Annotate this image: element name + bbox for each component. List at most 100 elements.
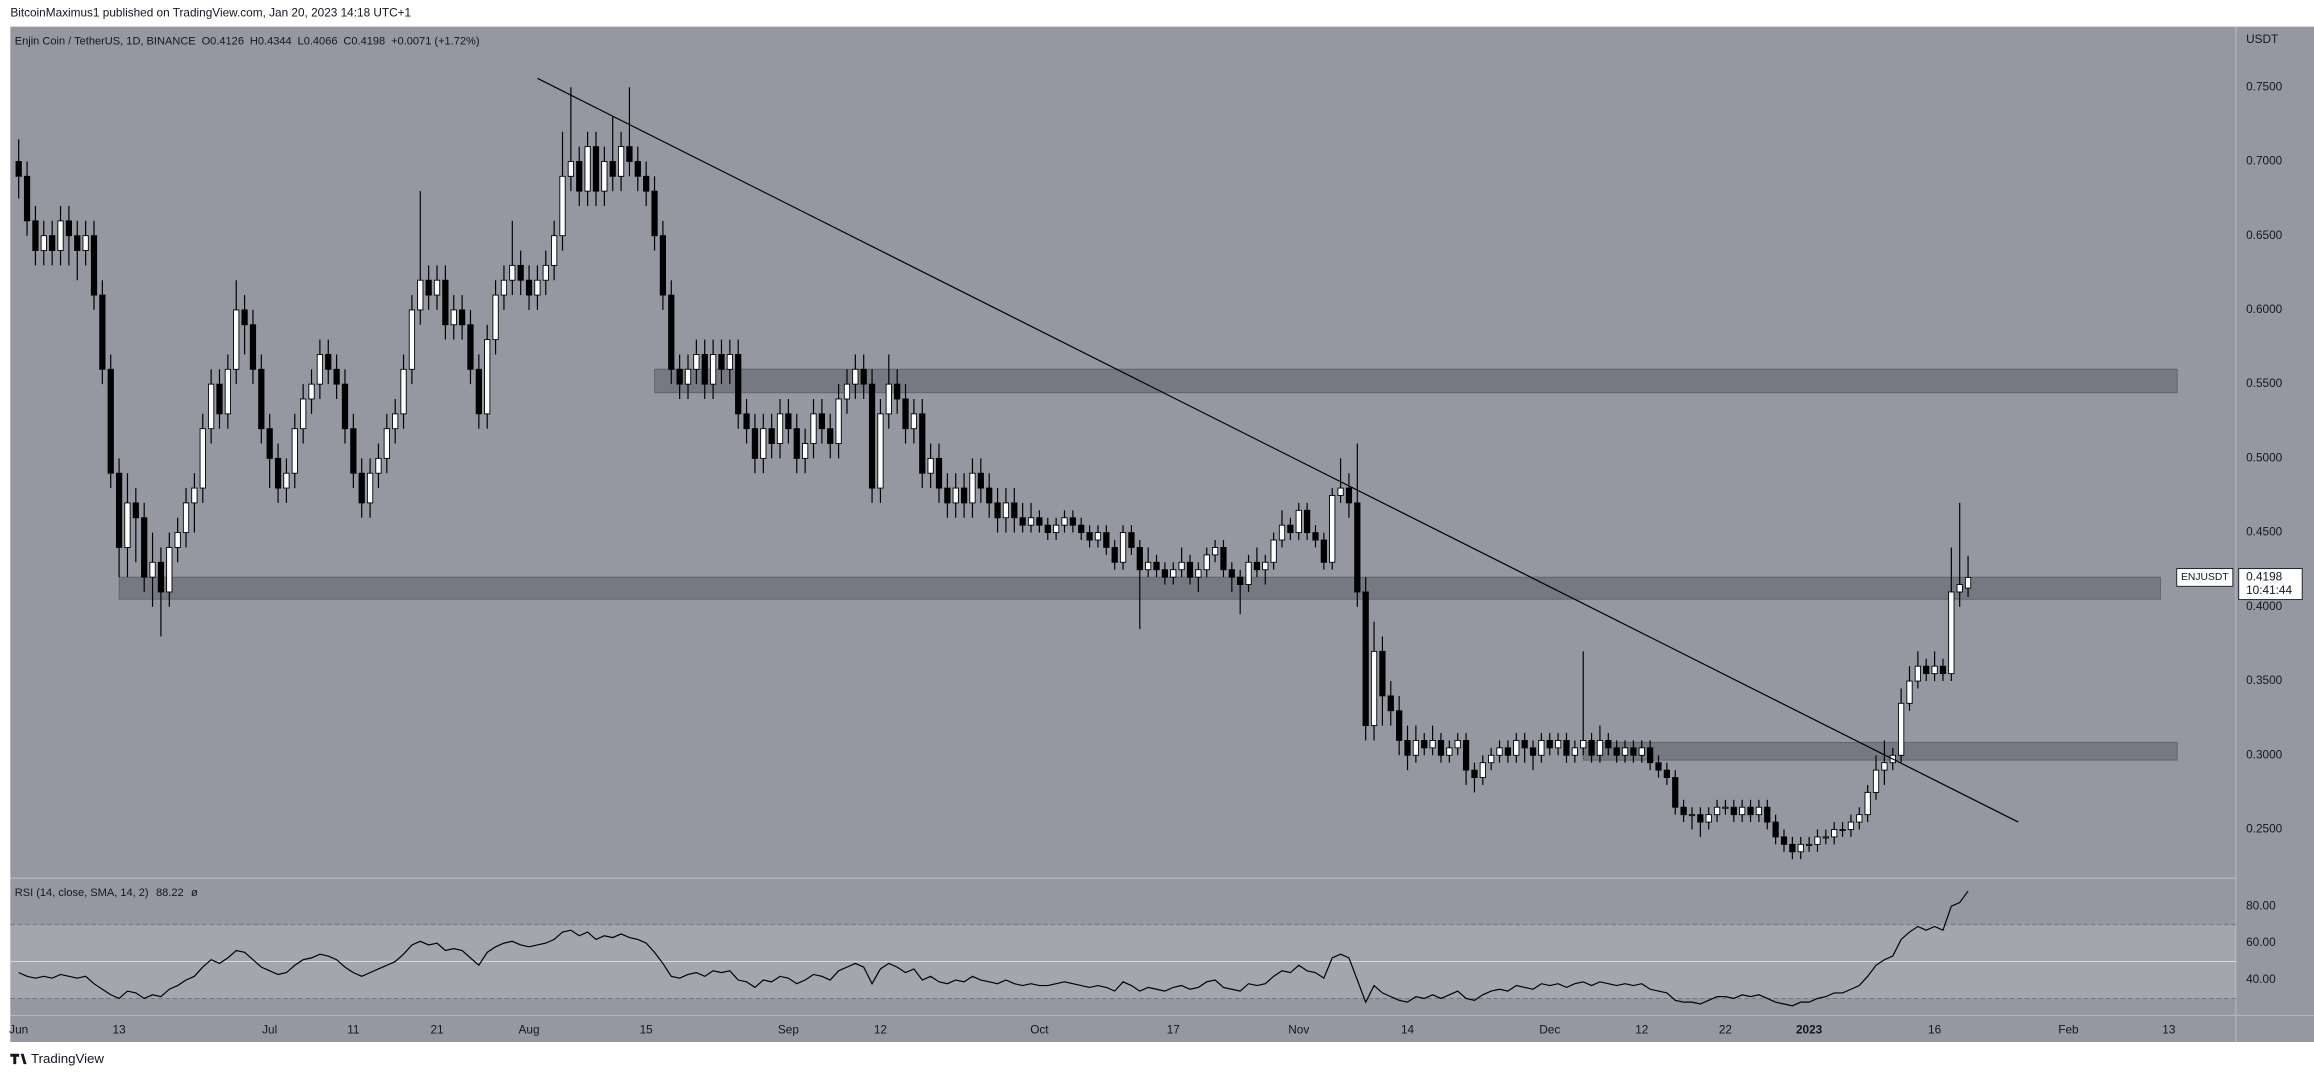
x-tick-label: Aug — [519, 1022, 540, 1036]
candle-body — [852, 368, 859, 385]
candle-body — [1705, 814, 1712, 823]
candle-body — [517, 264, 524, 281]
rsi-header: RSI (14, close, SMA, 14, 2) 88.22 ø — [15, 887, 198, 899]
chart-background — [10, 26, 2314, 1042]
ohlc-value: 0.4126 — [210, 35, 244, 47]
candle-body — [1647, 747, 1654, 764]
ohlc-value: 0.4198 — [351, 35, 385, 47]
candle-body — [1831, 829, 1838, 838]
candle-body — [333, 368, 340, 385]
candle-body — [1128, 532, 1135, 548]
candle-body — [776, 413, 784, 444]
candle-body — [392, 413, 399, 430]
candle-body — [1613, 747, 1620, 756]
candle-body — [944, 487, 951, 504]
candle-body — [1379, 650, 1386, 697]
y-tick-label: 0.3000 — [2246, 747, 2283, 761]
y-tick-label: 0.4000 — [2246, 599, 2283, 613]
candle-body — [617, 146, 625, 177]
candle-body — [1596, 739, 1604, 756]
candle-body — [1053, 524, 1060, 534]
candle-body — [1914, 665, 1921, 682]
candle-body — [693, 354, 700, 370]
candle-body — [668, 294, 675, 370]
candle-body — [258, 368, 265, 430]
candle-body — [1956, 584, 1963, 593]
candle-body — [785, 413, 792, 430]
candle-body — [1964, 576, 1972, 589]
candle-body — [57, 220, 64, 251]
candle-body — [1203, 554, 1210, 571]
candle-body — [1103, 532, 1110, 548]
candle-body — [442, 279, 449, 326]
candle-body — [1571, 747, 1578, 756]
x-tick-label: 13 — [113, 1022, 127, 1036]
candle-body — [1253, 561, 1261, 571]
candle-body — [1764, 806, 1771, 823]
y-tick-label: 0.3500 — [2246, 673, 2283, 687]
candle-body — [1521, 739, 1528, 749]
candle-body — [1287, 524, 1294, 534]
candle-body — [843, 383, 851, 400]
candle-body — [1713, 806, 1721, 816]
candle-body — [1454, 739, 1461, 749]
rsi-suffix: ø — [191, 887, 198, 899]
candle-body — [818, 413, 825, 430]
series-tag: ENJUSDT — [2181, 572, 2229, 583]
candle-body — [877, 413, 884, 489]
candle-body — [1496, 747, 1503, 756]
y-tick-label: 80.00 — [2246, 898, 2276, 912]
y-tick-label: 0.6000 — [2246, 302, 2283, 316]
candle-body — [1270, 539, 1277, 563]
x-tick-label: 15 — [640, 1022, 654, 1036]
candle-body — [1479, 762, 1486, 778]
candle-body — [249, 324, 257, 370]
candle-body — [1655, 762, 1662, 771]
x-tick-label: 16 — [1928, 1022, 1942, 1036]
candle-body — [534, 279, 541, 296]
candle-body — [1529, 747, 1537, 756]
candle-body — [182, 502, 190, 534]
candle-body — [174, 532, 181, 548]
candle-body — [1437, 739, 1445, 756]
y-tick-label: 0.7000 — [2246, 154, 2283, 168]
candle-body — [726, 354, 733, 370]
candle-body — [1178, 561, 1185, 571]
candle-body — [1262, 561, 1269, 571]
candle-body — [157, 561, 165, 593]
candle-body — [584, 146, 591, 192]
series-tag-box — [2176, 568, 2234, 587]
candle-body — [1362, 591, 1369, 727]
candle-body — [90, 235, 98, 296]
candle-body — [467, 324, 474, 370]
candle-body — [1747, 806, 1754, 816]
candle-body — [1605, 739, 1612, 749]
candle-body — [15, 161, 22, 177]
candle-body — [300, 398, 307, 430]
candle-body — [1211, 547, 1219, 556]
candle-body — [1094, 532, 1102, 541]
x-tick-label: 17 — [1167, 1022, 1180, 1036]
candle-body — [1630, 747, 1637, 756]
ohlc-key: C — [343, 35, 351, 47]
candle-body — [1588, 739, 1595, 756]
candle-body — [115, 472, 123, 548]
candle-body — [1680, 806, 1687, 816]
candle-body — [1404, 739, 1411, 756]
candle-body — [1396, 710, 1403, 741]
candle-body — [1446, 747, 1453, 756]
x-tick-label: Jun — [9, 1022, 28, 1036]
candle-body — [592, 146, 600, 192]
candle-body — [283, 472, 290, 489]
candle-body — [1429, 739, 1436, 749]
candle-body — [927, 457, 934, 474]
zone — [1582, 741, 2178, 761]
candle-body — [1061, 517, 1068, 526]
candle-body — [768, 428, 775, 444]
candle-body — [1797, 843, 1804, 853]
ohlc-key: H — [250, 35, 258, 47]
candle-body — [266, 428, 273, 459]
candle-body — [199, 428, 206, 489]
candle-body — [1697, 814, 1704, 823]
